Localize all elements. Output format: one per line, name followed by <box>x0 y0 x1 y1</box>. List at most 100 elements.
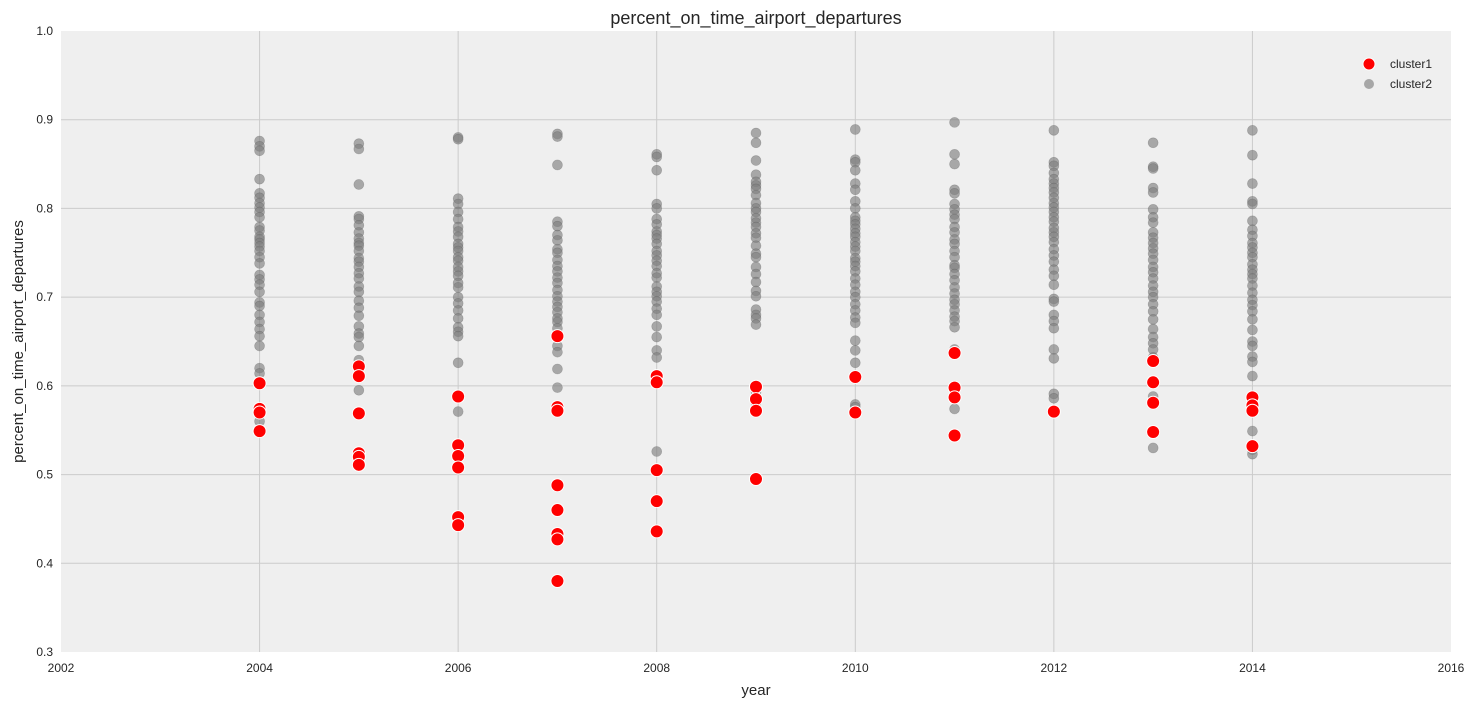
cluster1-point <box>649 375 664 390</box>
cluster2-point <box>1247 356 1258 368</box>
cluster2-point <box>353 310 365 322</box>
cluster1-point <box>649 463 664 478</box>
cluster2-point <box>849 335 861 346</box>
legend-marker-cluster1 <box>1362 57 1376 71</box>
cluster2-point <box>452 357 464 369</box>
cluster1-point <box>550 532 565 547</box>
cluster1-point <box>848 405 863 420</box>
cluster1-point <box>1245 403 1260 418</box>
cluster2-point <box>750 319 762 330</box>
cluster2-point <box>353 286 365 298</box>
cluster1-point <box>451 518 466 533</box>
cluster1-point <box>550 574 565 589</box>
cluster2-point <box>949 158 960 170</box>
y-tick-label: 0.4 <box>36 556 53 570</box>
cluster2-point <box>1247 324 1258 336</box>
cluster2-point <box>353 331 365 343</box>
cluster2-point <box>1247 370 1258 382</box>
cluster2-point <box>750 155 762 166</box>
cluster2-point <box>254 173 265 185</box>
cluster2-point <box>254 340 265 352</box>
y-tick-label: 1.0 <box>36 24 53 38</box>
cluster2-point <box>1247 215 1258 227</box>
cluster2-point <box>1147 163 1159 174</box>
cluster1-point <box>1146 375 1161 390</box>
cluster2-point <box>949 322 960 333</box>
cluster1-point <box>451 460 466 475</box>
cluster2-point <box>1048 296 1060 307</box>
cluster1-point <box>351 457 366 472</box>
cluster2-point <box>254 145 265 157</box>
cluster2-point <box>452 313 464 324</box>
cluster1-point <box>749 379 763 394</box>
y-tick-label: 0.8 <box>36 201 53 215</box>
cluster2-point <box>651 309 663 321</box>
cluster1-point <box>252 424 267 439</box>
cluster2-point <box>552 131 563 142</box>
y-axis-label: percent_on_time_airport_departures <box>10 220 27 463</box>
cluster1-point <box>649 524 664 539</box>
cluster2-point <box>1247 198 1258 210</box>
cluster2-point <box>1147 187 1159 198</box>
cluster2-point <box>1048 392 1060 404</box>
cluster2-point <box>949 149 960 160</box>
legend-marker-cluster2 <box>1364 79 1374 89</box>
cluster2-point <box>552 382 563 393</box>
cluster2-point <box>353 179 365 190</box>
cluster2-point <box>849 164 861 176</box>
cluster2-point <box>1247 425 1258 437</box>
cluster2-point <box>1048 344 1060 355</box>
cluster1-point <box>1146 354 1161 369</box>
cluster1-point <box>550 403 565 418</box>
cluster2-point <box>849 124 861 135</box>
cluster2-point <box>750 251 762 263</box>
x-tick-label: 2004 <box>246 661 273 675</box>
cluster2-point <box>651 203 663 214</box>
cluster2-point <box>651 164 663 176</box>
cluster1-point <box>947 390 962 405</box>
cluster1-point <box>252 376 267 391</box>
cluster2-point <box>651 352 663 363</box>
cluster1-point <box>351 369 366 384</box>
cluster1-point <box>1245 439 1260 454</box>
cluster2-point <box>949 403 960 415</box>
cluster2-point <box>750 276 762 288</box>
cluster1-point <box>550 503 565 518</box>
cluster2-point <box>254 212 265 223</box>
x-tick-label: 2012 <box>1041 661 1068 675</box>
cluster2-point <box>750 290 762 302</box>
x-axis-label: year <box>741 682 770 699</box>
y-tick-label: 0.6 <box>36 379 53 393</box>
x-tick-label: 2016 <box>1438 661 1465 675</box>
x-tick-label: 2006 <box>445 661 472 675</box>
cluster2-point <box>849 345 861 356</box>
cluster1-point <box>451 389 466 404</box>
tick-labels: 2002 2004 2006 2008 2010 2012 2014 2016 0.3 0.4 0.… <box>36 24 1464 675</box>
cluster2-point <box>552 159 563 171</box>
cluster2-point <box>452 133 464 145</box>
cluster2-point <box>254 258 265 269</box>
y-tick-label: 0.9 <box>36 113 53 127</box>
y-tick-label: 0.7 <box>36 290 53 304</box>
cluster2-point <box>1147 442 1159 454</box>
cluster2-point <box>750 127 762 139</box>
cluster1-point <box>848 369 863 384</box>
cluster1-point <box>749 472 763 487</box>
chart-title: percent_on_time_airport_departures <box>610 8 901 29</box>
x-tick-label: 2014 <box>1239 661 1266 675</box>
legend-label-cluster2: cluster2 <box>1390 77 1432 91</box>
cluster2-point <box>651 446 663 457</box>
cluster2-point <box>552 346 563 358</box>
cluster2-point <box>1048 279 1060 291</box>
cluster2-point <box>1247 314 1258 325</box>
cluster2-point <box>1048 270 1060 282</box>
cluster2-point <box>1247 125 1258 136</box>
cluster2-point <box>452 282 464 293</box>
cluster2-point <box>949 188 960 199</box>
x-tick-label: 2002 <box>48 661 75 675</box>
cluster2-point <box>1048 353 1060 364</box>
cluster2-point <box>353 384 365 396</box>
cluster2-point <box>254 286 265 298</box>
cluster2-point <box>949 117 960 128</box>
cluster2-point <box>849 317 861 329</box>
